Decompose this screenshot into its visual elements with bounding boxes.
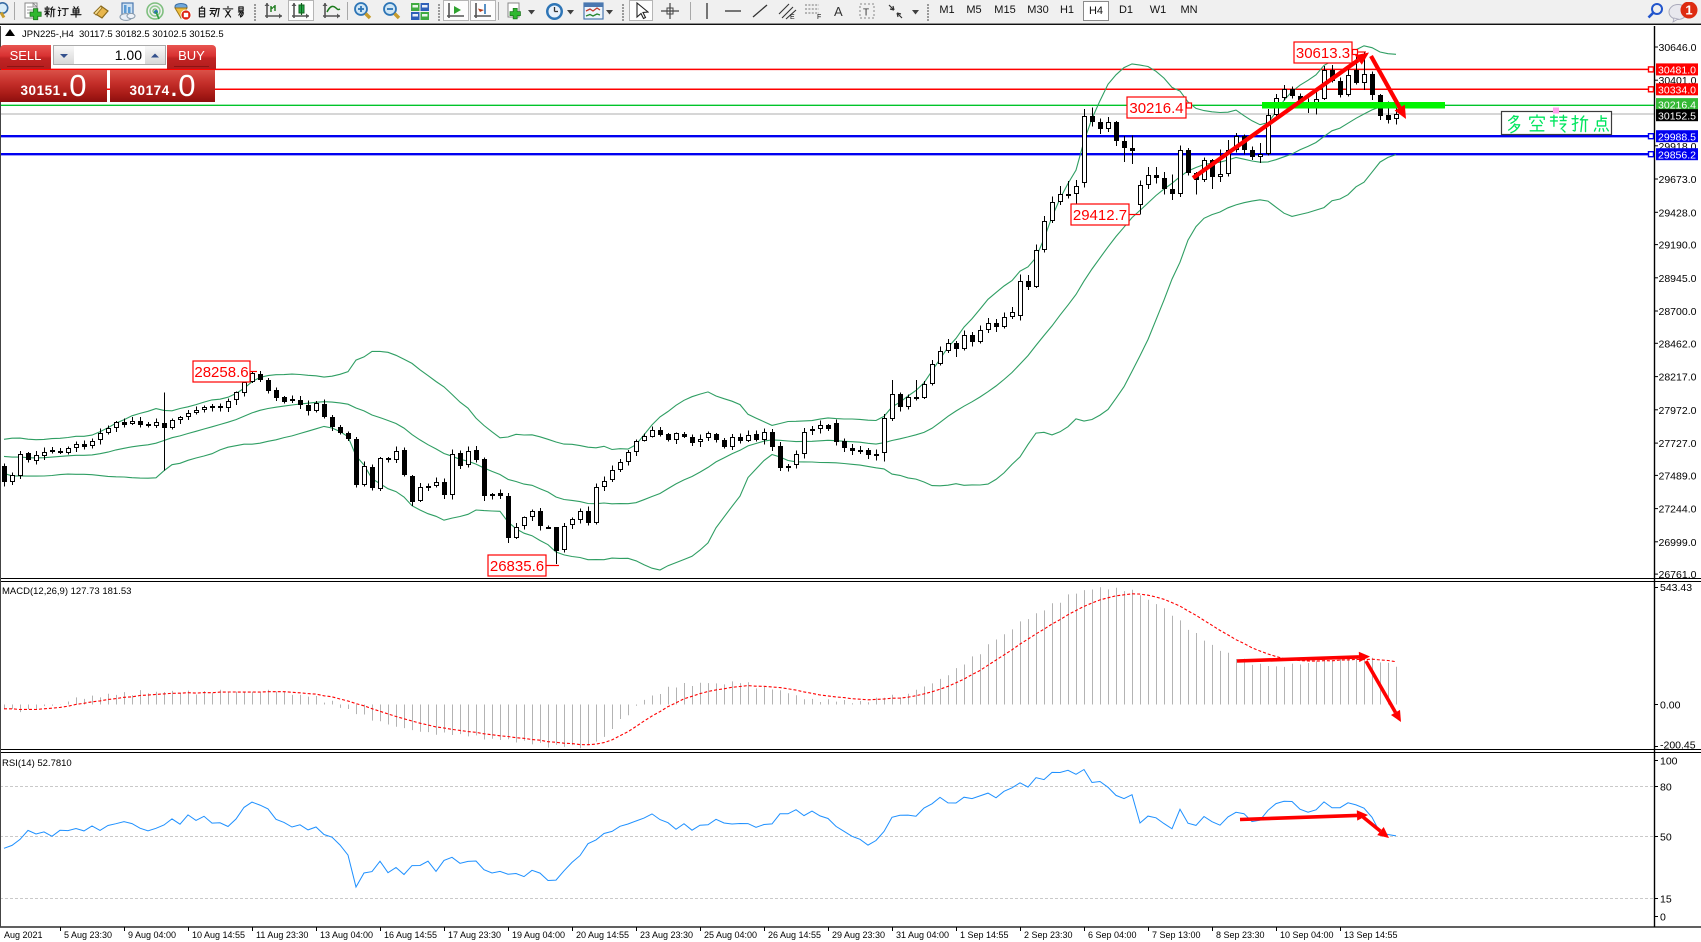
svg-text:29856.2: 29856.2 xyxy=(1658,149,1696,161)
svg-text:7 Sep 13:00: 7 Sep 13:00 xyxy=(1152,930,1201,940)
svg-text:29190.0: 29190.0 xyxy=(1659,240,1697,252)
svg-text:6 Sep 04:00: 6 Sep 04:00 xyxy=(1088,930,1137,940)
svg-text:27727.0: 27727.0 xyxy=(1659,438,1697,450)
svg-text:543.43: 543.43 xyxy=(1660,582,1692,594)
svg-text:30646.0: 30646.0 xyxy=(1659,42,1697,54)
svg-text:F: F xyxy=(817,14,821,21)
svg-text:15: 15 xyxy=(1660,894,1672,906)
svg-text:29412.7: 29412.7 xyxy=(1073,207,1127,224)
svg-text:RSI(14) 52.7810: RSI(14) 52.7810 xyxy=(2,758,72,769)
svg-text:26835.6: 26835.6 xyxy=(490,558,544,575)
svg-text:17 Aug 23:30: 17 Aug 23:30 xyxy=(448,930,501,940)
svg-text:1 Sep 14:55: 1 Sep 14:55 xyxy=(960,930,1009,940)
svg-text:100: 100 xyxy=(1660,756,1678,768)
svg-text:30613.3: 30613.3 xyxy=(1296,45,1350,62)
svg-text:10 Sep 04:00: 10 Sep 04:00 xyxy=(1280,930,1334,940)
svg-text:E: E xyxy=(790,14,795,21)
svg-text:29428.0: 29428.0 xyxy=(1659,207,1697,219)
svg-text:5 Aug 23:30: 5 Aug 23:30 xyxy=(64,930,112,940)
svg-text:28258.6: 28258.6 xyxy=(194,364,248,381)
svg-text:28700.0: 28700.0 xyxy=(1659,306,1697,318)
svg-text:28462.0: 28462.0 xyxy=(1659,338,1697,350)
svg-text:23 Aug 23:30: 23 Aug 23:30 xyxy=(640,930,693,940)
svg-text:10 Aug 14:55: 10 Aug 14:55 xyxy=(192,930,245,940)
svg-text:29 Aug 23:30: 29 Aug 23:30 xyxy=(832,930,885,940)
svg-text:28945.0: 28945.0 xyxy=(1659,273,1697,285)
svg-text:A: A xyxy=(834,4,843,19)
svg-text:28217.0: 28217.0 xyxy=(1659,372,1697,384)
svg-text:50: 50 xyxy=(1660,832,1672,844)
svg-text:25 Aug 04:00: 25 Aug 04:00 xyxy=(704,930,757,940)
svg-text:30152.5: 30152.5 xyxy=(1658,110,1696,122)
svg-text:26 Aug 14:55: 26 Aug 14:55 xyxy=(768,930,821,940)
svg-text:26999.0: 26999.0 xyxy=(1659,537,1697,549)
svg-text:1: 1 xyxy=(1685,3,1692,18)
svg-text:2 Sep 23:30: 2 Sep 23:30 xyxy=(1024,930,1073,940)
svg-text:16 Aug 14:55: 16 Aug 14:55 xyxy=(384,930,437,940)
svg-text:-200.45: -200.45 xyxy=(1660,740,1696,752)
svg-text:31 Aug 04:00: 31 Aug 04:00 xyxy=(896,930,949,940)
svg-text:30334.0: 30334.0 xyxy=(1658,85,1696,97)
svg-text:30481.0: 30481.0 xyxy=(1658,65,1696,77)
svg-text:JPN225-,H4 30117.5 30182.5 30: JPN225-,H4 30117.5 30182.5 30102.5 30152… xyxy=(22,29,224,40)
svg-text:27972.0: 27972.0 xyxy=(1659,405,1697,417)
svg-text:0: 0 xyxy=(1660,912,1666,924)
svg-text:11 Aug 23:30: 11 Aug 23:30 xyxy=(256,930,308,940)
svg-text:20 Aug 14:55: 20 Aug 14:55 xyxy=(576,930,629,940)
svg-text:9 Aug 04:00: 9 Aug 04:00 xyxy=(128,930,176,940)
svg-text:13 Sep 14:55: 13 Sep 14:55 xyxy=(1344,930,1398,940)
svg-text:T: T xyxy=(863,8,869,19)
svg-text:30216.4: 30216.4 xyxy=(1129,100,1183,117)
svg-text:30216.4: 30216.4 xyxy=(1658,99,1696,111)
svg-text:29673.0: 29673.0 xyxy=(1659,174,1697,186)
svg-text:8 Sep 23:30: 8 Sep 23:30 xyxy=(1216,930,1265,940)
svg-text:0.00: 0.00 xyxy=(1660,700,1681,712)
svg-text:29988.5: 29988.5 xyxy=(1658,131,1696,143)
svg-text:26761.0: 26761.0 xyxy=(1659,569,1697,581)
svg-text:MACD(12,26,9) 127.73 181.53: MACD(12,26,9) 127.73 181.53 xyxy=(2,586,131,597)
svg-text:80: 80 xyxy=(1660,782,1672,794)
svg-text:13 Aug 04:00: 13 Aug 04:00 xyxy=(320,930,373,940)
svg-text:27489.0: 27489.0 xyxy=(1659,470,1697,482)
svg-text:27244.0: 27244.0 xyxy=(1659,504,1697,516)
svg-text:Aug 2021: Aug 2021 xyxy=(4,930,43,940)
svg-text:19 Aug 04:00: 19 Aug 04:00 xyxy=(512,930,565,940)
